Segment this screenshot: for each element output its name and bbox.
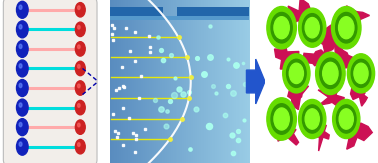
Circle shape: [323, 62, 338, 84]
Circle shape: [267, 98, 296, 140]
Circle shape: [17, 21, 28, 38]
Circle shape: [19, 142, 22, 146]
Circle shape: [17, 80, 28, 96]
Circle shape: [274, 108, 289, 130]
Circle shape: [339, 17, 354, 39]
Circle shape: [19, 5, 22, 9]
Circle shape: [287, 59, 306, 87]
Circle shape: [333, 99, 360, 139]
Circle shape: [77, 104, 80, 107]
Circle shape: [299, 8, 326, 47]
FancyArrow shape: [246, 59, 265, 104]
Circle shape: [17, 1, 28, 18]
Circle shape: [289, 63, 304, 83]
Circle shape: [75, 100, 85, 115]
Circle shape: [347, 54, 375, 93]
Polygon shape: [288, 86, 308, 110]
Bar: [177, 7, 249, 16]
Circle shape: [75, 22, 85, 37]
Polygon shape: [304, 50, 325, 66]
Circle shape: [339, 109, 353, 129]
Polygon shape: [308, 125, 329, 151]
Circle shape: [271, 12, 292, 43]
Circle shape: [77, 6, 80, 9]
Circle shape: [305, 18, 319, 38]
Circle shape: [336, 12, 357, 43]
Polygon shape: [288, 0, 313, 33]
Circle shape: [77, 65, 80, 68]
Circle shape: [75, 120, 85, 134]
Bar: [110, 16, 249, 20]
Circle shape: [299, 99, 326, 139]
Circle shape: [75, 81, 85, 95]
Circle shape: [75, 3, 85, 17]
Circle shape: [336, 105, 356, 133]
Circle shape: [17, 60, 28, 77]
Circle shape: [17, 119, 28, 136]
Circle shape: [267, 7, 296, 49]
Polygon shape: [318, 84, 344, 109]
Circle shape: [17, 138, 28, 155]
Circle shape: [17, 99, 28, 116]
Circle shape: [19, 83, 22, 88]
Circle shape: [75, 42, 85, 56]
Circle shape: [77, 123, 80, 127]
Circle shape: [17, 40, 28, 57]
Circle shape: [19, 122, 22, 127]
Circle shape: [75, 61, 85, 76]
FancyBboxPatch shape: [3, 0, 97, 163]
Circle shape: [75, 140, 85, 154]
Circle shape: [271, 104, 292, 134]
Circle shape: [77, 45, 80, 49]
Polygon shape: [278, 122, 299, 145]
Polygon shape: [318, 25, 338, 53]
Polygon shape: [345, 123, 372, 149]
Circle shape: [77, 25, 80, 29]
Polygon shape: [350, 88, 367, 106]
Circle shape: [302, 14, 322, 42]
Circle shape: [305, 109, 319, 129]
Bar: [110, 7, 163, 16]
Polygon shape: [346, 6, 370, 28]
Circle shape: [19, 44, 22, 48]
Circle shape: [316, 52, 345, 95]
Circle shape: [332, 7, 361, 49]
Circle shape: [320, 58, 341, 89]
Circle shape: [19, 25, 22, 29]
Polygon shape: [333, 42, 354, 69]
Circle shape: [274, 17, 289, 39]
Circle shape: [19, 64, 22, 68]
Circle shape: [354, 63, 368, 83]
Circle shape: [351, 59, 371, 87]
Circle shape: [19, 103, 22, 107]
Circle shape: [283, 54, 310, 93]
Circle shape: [302, 105, 322, 133]
Circle shape: [77, 143, 80, 146]
Circle shape: [77, 84, 80, 88]
Polygon shape: [274, 46, 300, 69]
